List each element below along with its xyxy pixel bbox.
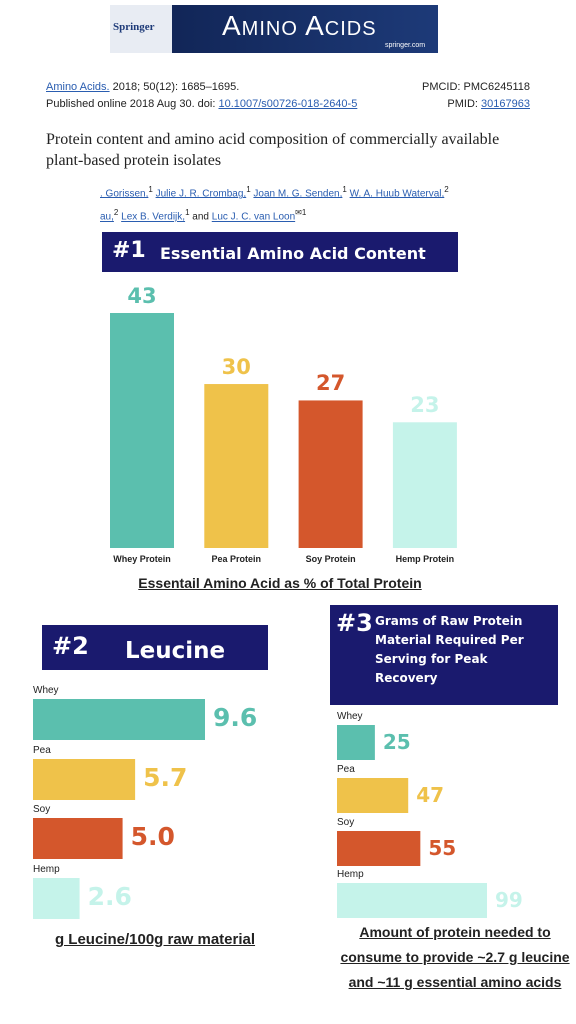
author-affiliation: 1 [246,185,251,194]
author-affiliation: 2 [113,208,119,218]
author-affiliation: 1 [342,185,347,194]
value-label: 5.0 [130,822,175,852]
chart-number: #1 [112,238,146,263]
category-label: Pea [337,764,355,775]
publisher: Springer [113,21,155,33]
category-label: Hemp [33,864,60,875]
x-axis-label: Essentail Amino Acid as % of Total Prote… [138,575,422,591]
value-label: 27 [315,371,346,396]
citation: Amino Acids. 2018; 50(12): 1685–1695. [46,81,239,93]
author-affiliation: 1 [185,208,190,218]
value-label: 25 [382,729,411,754]
value-label: 2.6 [87,882,132,912]
category-label: Pea Protein [211,554,262,564]
title-box [42,625,268,670]
category-label: Soy [33,804,51,815]
site: springer.com [385,42,426,49]
bar [337,831,421,866]
author-affiliation: 2 [444,185,449,194]
value-label: 30 [221,355,251,380]
journal-name: Amino Acids [222,10,377,41]
value-label: 47 [416,782,445,807]
value-label: 5.7 [143,763,188,793]
bar [110,313,174,548]
published: Published online 2018 Aug 30. doi: 10.10… [46,98,357,110]
banner-logo-bg [110,5,172,53]
category-label: Whey [337,711,363,722]
chart-number: #2 [52,632,89,660]
category-label: Hemp Protein [395,554,455,564]
author-name[interactable]: Luc J. C. van Loon [211,211,296,223]
chart-title: Grams of Raw Protein Material Required P… [375,614,524,685]
title-box [330,605,558,705]
doi-link[interactable]: 10.1007/s00726-018-2640-5 [218,98,358,110]
bar [204,384,269,548]
author-line: . Gorissen,1 Julie J. R. Crombag,1 Joan … [100,180,449,203]
title-box [102,232,458,272]
category-label: Whey Protein [113,554,171,564]
bar [33,818,123,859]
author-name[interactable]: Joan M. G. Senden, [253,188,343,200]
category-label: Soy [337,817,355,828]
author-name[interactable]: W. A. Huub Waterval, [349,188,445,200]
category-label: Pea [33,745,51,756]
chart-number: #3 [336,609,373,637]
journal-link[interactable]: Amino Acids. [46,81,110,93]
author-name[interactable]: Lex B. Verdijk, [121,211,186,223]
bar [392,422,457,548]
published-text: Published online 2018 Aug 30. doi: [46,98,216,110]
chart-title: Essential Amino Acid Content [160,244,426,263]
author-line: au,2 Lex B. Verdijk,1 and Luc J. C. van … [100,203,449,226]
value-label: 99 [495,887,523,912]
bar [33,699,205,740]
citation-details: 2018; 50(12): 1685–1695. [112,81,240,93]
pmcid: PMCID: PMC6245118 [421,81,530,93]
author-affiliation: ✉1 [295,208,307,218]
x-axis-label: g Leucine/100g raw material [54,931,256,948]
value-label: 55 [428,835,457,860]
author-name[interactable]: . Gorissen, [100,188,149,200]
category-label: Hemp [337,869,364,880]
bar [33,759,136,800]
article-title: Protein content and amino acid compositi… [46,131,500,169]
x-axis-label: Amount of protein needed to consume to p… [340,924,570,990]
author-text: and [192,211,209,223]
bar [33,878,80,919]
pmid: PMID: 30167963 [447,98,530,110]
bar [337,725,375,760]
bar [337,778,409,813]
category-label: Whey [33,685,59,696]
authors: . Gorissen,1 Julie J. R. Crombag,1 Joan … [100,180,449,227]
bar [298,400,363,548]
pmid-label: PMID: [447,98,478,110]
author-name[interactable]: Julie J. R. Crombag, [155,188,247,200]
pmid-link[interactable]: 30167963 [481,98,530,110]
bar [337,883,487,918]
category-label: Soy Protein [305,554,356,564]
author-affiliation: 1 [148,185,153,194]
value-label: 23 [410,393,440,418]
chart-title: Leucine [125,638,226,664]
author-name[interactable]: au, [100,211,114,223]
value-label: 9.6 [213,703,258,733]
value-label: 43 [127,284,157,308]
